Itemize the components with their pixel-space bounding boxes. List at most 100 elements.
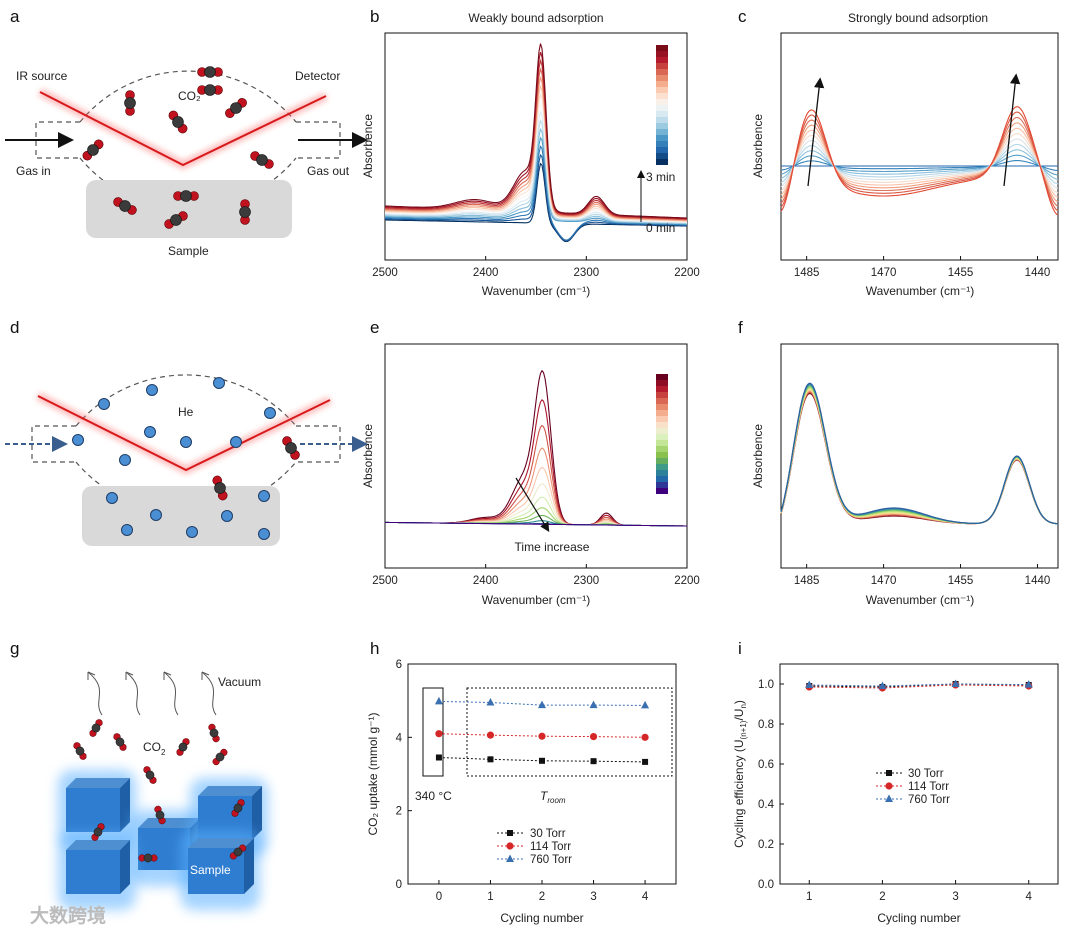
chart-i-point	[951, 679, 960, 687]
mof-cube	[58, 770, 136, 848]
chart-b-colorbar-cell	[656, 75, 668, 81]
chart-b-ylabel: Absorbence	[361, 114, 375, 178]
chart-b-curve	[385, 110, 688, 224]
chart-i-legend-marker	[885, 782, 893, 790]
co2-molecule	[208, 723, 220, 743]
chart-h-point	[538, 700, 546, 709]
chart-c-curve	[780, 122, 1059, 203]
carbon-atom	[178, 742, 188, 752]
chart-i-y-tick-label: 0.0	[758, 879, 774, 891]
panel-labels: a b c d e f g h i	[10, 7, 747, 658]
chart-e-colorbar-cell	[656, 476, 668, 482]
sample-bed	[86, 180, 292, 238]
chart-h: CO₂ uptake (mmol g⁻¹) Cycling number 0 1 2…	[366, 659, 677, 925]
panel-g-schematic: Vacuum CO2 Sample	[58, 671, 268, 910]
he-atom	[221, 510, 233, 522]
co2-molecule	[82, 139, 104, 161]
carbon-atom	[170, 214, 182, 226]
chart-e-colorbar-cell	[656, 434, 668, 440]
carbon-atom	[204, 84, 216, 96]
mof-cube	[58, 832, 136, 910]
co2-molecule	[124, 90, 136, 116]
chart-b-colorbar-cell	[656, 99, 668, 105]
chart-b-colorbar	[656, 45, 668, 165]
chart-h-legend-marker	[506, 854, 514, 862]
he-atom	[258, 490, 270, 502]
chart-e-x-tick-label: 2400	[473, 575, 499, 587]
chart-b-colorbar-cell	[656, 111, 668, 117]
chart-i-legend-marker	[885, 794, 893, 802]
chart-i-y-tick-label: 0.6	[758, 759, 774, 771]
chart-e-series	[385, 369, 687, 527]
chart-b-colorbar-cell	[656, 51, 668, 57]
chart-e-curve	[385, 521, 687, 527]
chart-f-frame	[780, 343, 1059, 569]
co2-molecule	[282, 436, 300, 460]
chart-e-x-tick-label: 2500	[372, 575, 398, 587]
chart-c-ylabel: Absorbence	[751, 114, 765, 178]
chart-f-curve	[780, 383, 1059, 525]
chart-h-legend-marker	[506, 842, 514, 850]
co2-molecule	[168, 110, 188, 134]
co2-molecule	[154, 805, 166, 825]
chart-c-frame	[780, 32, 1059, 261]
co2-molecules-g	[73, 719, 247, 863]
ir-beam	[38, 88, 328, 170]
chart-e-colorbar-cell	[656, 374, 668, 380]
co2-label-a: CO₂	[178, 89, 201, 103]
chart-b: Weakly bound adsorption Absorbence Waven…	[361, 11, 700, 298]
chart-e-colorbar-cell	[656, 488, 668, 494]
carbon-atom	[285, 442, 297, 454]
chart-f-x-tick-label: 1485	[794, 575, 820, 587]
co2-label-g: CO2	[143, 740, 166, 757]
he-label: He	[178, 405, 194, 419]
chart-h-legend-label: 30 Torr	[530, 828, 566, 840]
chart-h-x-tick-label: 2	[539, 891, 545, 903]
carbon-atom	[115, 737, 125, 747]
chart-c: Strongly bound adsorption Absorbence Wav…	[751, 11, 1059, 298]
chart-c-series	[780, 106, 1059, 216]
cube-top	[138, 818, 200, 828]
carbon-atom	[256, 154, 268, 166]
chart-h-x-tick-label: 3	[590, 891, 596, 903]
he-atoms	[72, 377, 300, 540]
chart-e-colorbar-cell	[656, 428, 668, 434]
chart-e-colorbar-cell	[656, 380, 668, 386]
gas-out-label: Gas out	[307, 164, 350, 178]
panel-label-c: c	[738, 7, 747, 26]
chart-c-curve	[780, 138, 1059, 189]
chart-h-point	[434, 696, 443, 705]
chart-h-annotation-left: 340 °C	[415, 789, 452, 803]
chart-b-colorbar-cell	[656, 87, 668, 93]
chart-h-xlabel: Cycling number	[500, 911, 583, 925]
chart-e-curve	[385, 447, 687, 527]
co2-molecules	[82, 66, 274, 229]
chart-e-colorbar-cell	[656, 440, 668, 446]
co2-molecule	[113, 197, 137, 215]
chart-i-x-tick-label: 2	[879, 891, 885, 903]
chart-h-point	[435, 754, 442, 761]
he-atom	[264, 407, 276, 419]
chart-e-colorbar-cell	[656, 416, 668, 422]
chart-f-curve	[780, 385, 1059, 525]
chart-h-point	[538, 732, 546, 740]
chart-b-x-tick-label: 2300	[574, 267, 600, 279]
chart-h-y-tick-label: 6	[396, 659, 402, 671]
panel-label-h: h	[370, 639, 379, 658]
chart-h-point	[590, 758, 597, 765]
co2-molecule	[73, 742, 87, 760]
ir-beam-d	[36, 392, 332, 475]
chart-e-colorbar-cell	[656, 464, 668, 470]
cube-top	[66, 778, 130, 788]
chart-c-x-tick-label: 1470	[871, 267, 897, 279]
chart-h-box-cycles	[466, 687, 673, 777]
he-atom	[119, 454, 131, 466]
chart-b-colorbar-cell	[656, 93, 668, 99]
chart-f-curve	[780, 386, 1059, 525]
chart-e-ticks: 2500 2400 2300 2200	[372, 564, 700, 587]
chart-e-colorbar-cell	[656, 392, 668, 398]
chart-h-point	[486, 698, 495, 706]
chamber-top-arc	[79, 70, 297, 123]
he-atom	[180, 436, 192, 448]
